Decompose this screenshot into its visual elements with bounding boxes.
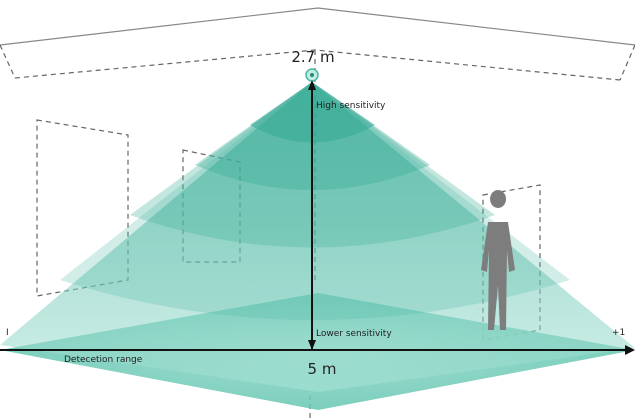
right-edge-label: +1 xyxy=(612,328,625,338)
height-label: 2.7 m xyxy=(291,48,334,66)
arrow-right xyxy=(625,345,635,355)
high-sensitivity-label: High sensitivity xyxy=(316,101,386,111)
low-sensitivity-label: Lower sensitivity xyxy=(316,329,392,339)
person xyxy=(481,190,515,330)
arrow-up xyxy=(308,80,316,90)
left-edge-label: I xyxy=(6,328,9,338)
arrow-down xyxy=(308,340,316,350)
sensor-core xyxy=(310,73,314,77)
detection-cone xyxy=(0,82,635,392)
width-label: 5 m xyxy=(308,360,337,378)
range-label: Detecetion range xyxy=(64,355,143,365)
